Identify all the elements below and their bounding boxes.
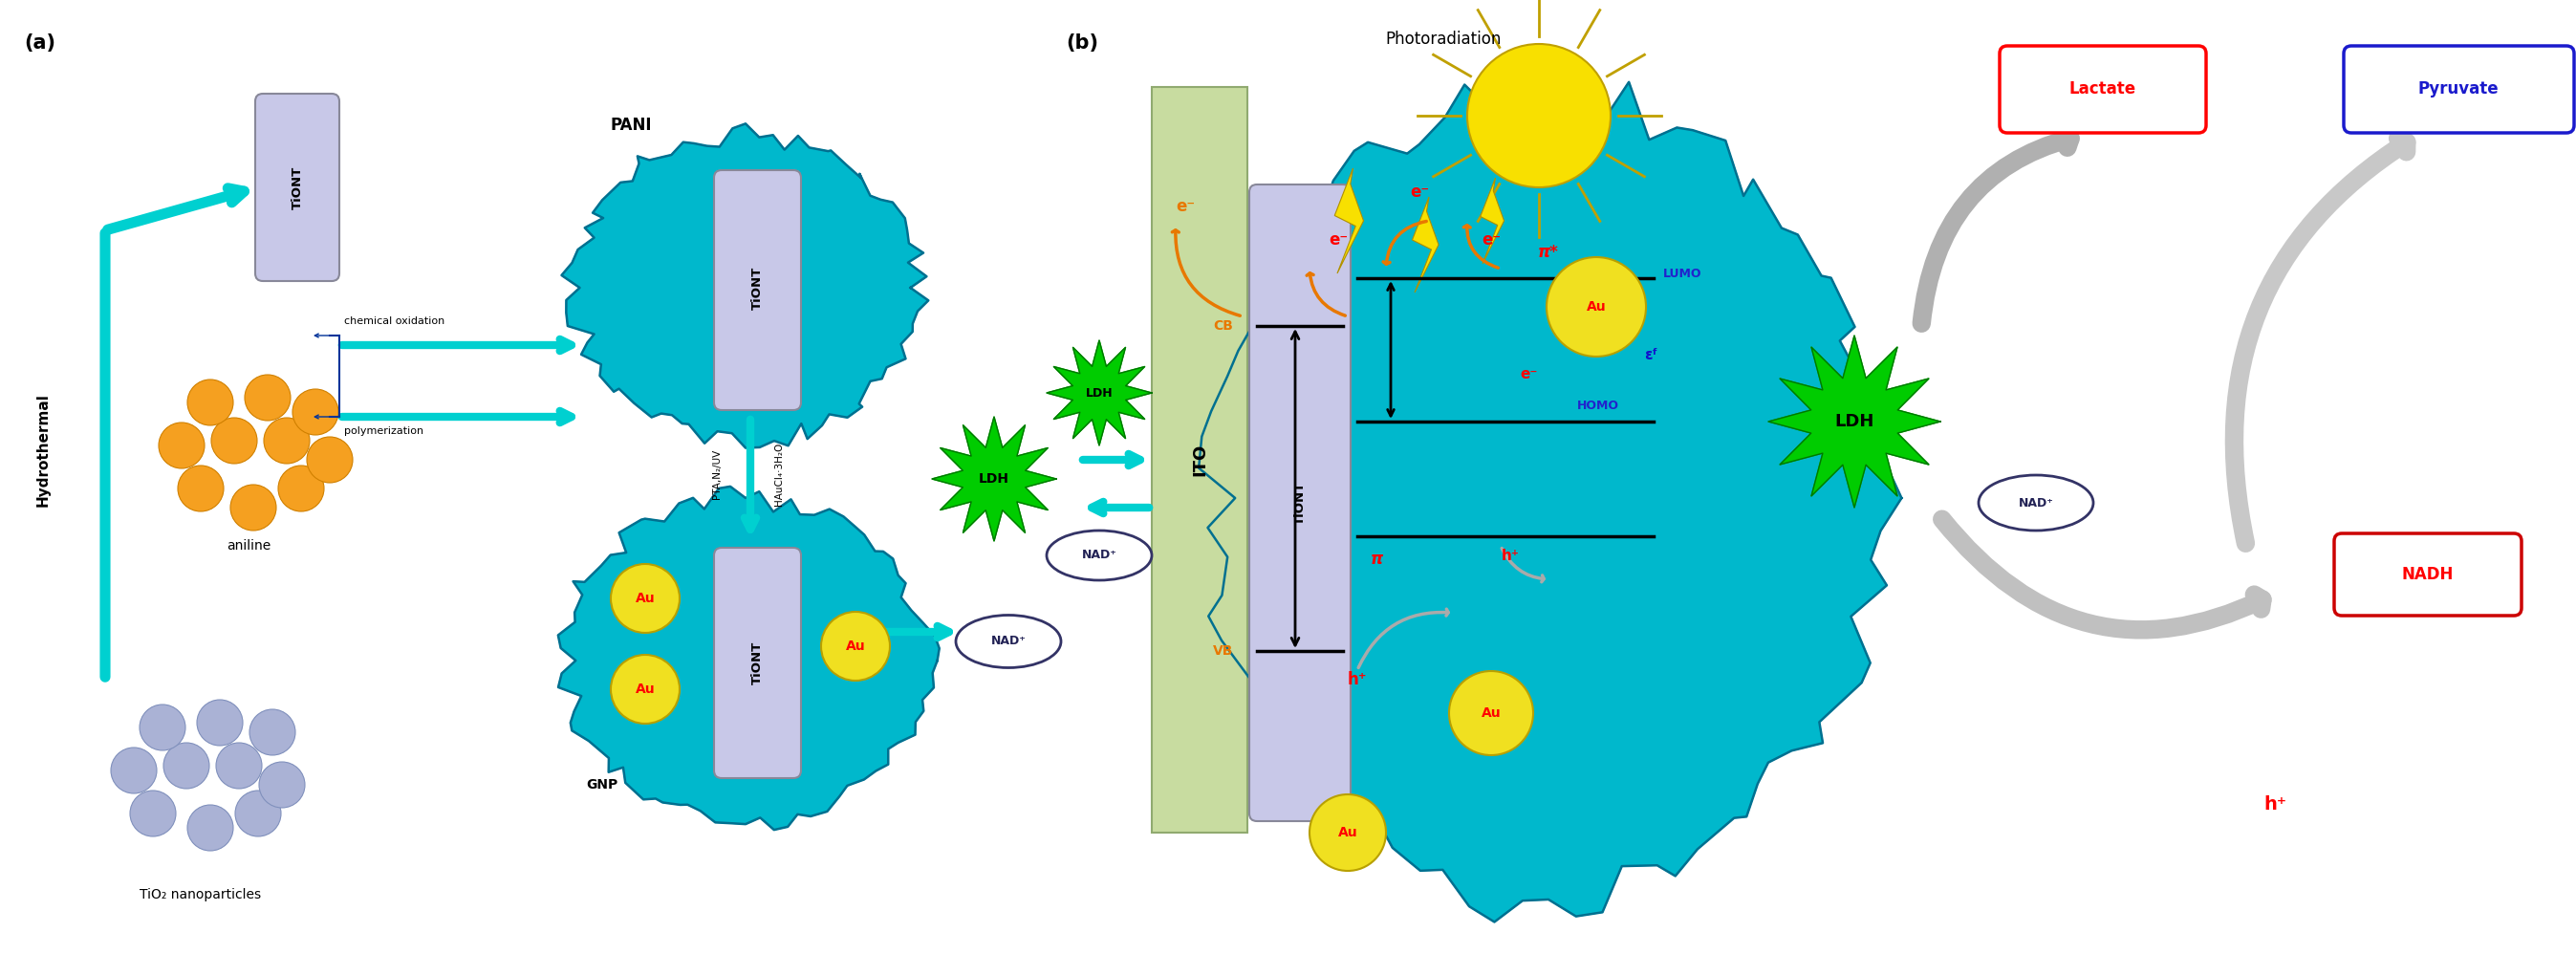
Text: GNP: GNP [587,778,618,792]
Text: PANI: PANI [611,116,652,134]
Circle shape [263,418,309,464]
Text: polymerization: polymerization [345,427,422,436]
FancyBboxPatch shape [2344,46,2573,133]
Text: Au: Au [636,591,654,605]
Text: e⁻: e⁻ [1329,231,1347,249]
Polygon shape [1046,341,1151,445]
Text: Au: Au [1481,707,1502,720]
Circle shape [178,466,224,511]
Polygon shape [562,124,927,448]
Text: NAD⁺: NAD⁺ [2020,497,2053,509]
Text: Au: Au [1587,301,1605,313]
Circle shape [216,743,263,789]
Text: CB: CB [1213,319,1234,333]
Text: Au: Au [636,682,654,696]
FancyBboxPatch shape [2334,534,2522,616]
Text: Hydrothermal: Hydrothermal [36,393,49,508]
Text: e⁻: e⁻ [1409,183,1430,201]
Text: NADH: NADH [2401,566,2455,583]
Circle shape [111,748,157,793]
Polygon shape [1412,197,1437,293]
Text: PTA,N₂/UV: PTA,N₂/UV [711,449,721,499]
Text: (b): (b) [1066,33,1097,53]
Circle shape [139,705,185,751]
Circle shape [822,612,889,680]
Circle shape [1546,257,1646,356]
Text: LUMO: LUMO [1664,267,1703,279]
Text: π*: π* [1538,244,1558,261]
Text: LDH: LDH [1084,386,1113,399]
Text: TiONT: TiONT [752,266,762,309]
Circle shape [307,437,353,483]
Circle shape [1468,44,1610,187]
Circle shape [196,700,242,746]
FancyBboxPatch shape [714,170,801,410]
Text: e⁻: e⁻ [1520,367,1538,382]
Text: TiONT: TiONT [1293,481,1306,524]
Polygon shape [1198,78,1901,922]
Circle shape [211,418,258,464]
Polygon shape [1334,168,1363,273]
Bar [1151,87,1247,833]
Text: e⁻: e⁻ [1175,198,1195,215]
Text: Photoradiation: Photoradiation [1386,30,1502,48]
Circle shape [160,423,204,468]
Circle shape [611,564,680,632]
FancyBboxPatch shape [1999,46,2205,133]
Ellipse shape [1978,475,2094,531]
Circle shape [278,466,325,511]
Text: π: π [1370,550,1383,568]
Circle shape [188,380,234,426]
Polygon shape [1767,336,1940,508]
Text: HOMO: HOMO [1577,399,1620,412]
Text: VB: VB [1213,644,1234,658]
Circle shape [129,791,175,836]
Text: NAD⁺: NAD⁺ [992,635,1025,648]
Ellipse shape [956,615,1061,668]
Text: TiONT: TiONT [752,641,762,684]
Circle shape [1309,794,1386,871]
Text: ITO: ITO [1190,443,1208,476]
FancyBboxPatch shape [1249,184,1350,821]
Circle shape [250,710,296,755]
Circle shape [245,375,291,421]
Text: Lactate: Lactate [2069,80,2136,98]
Ellipse shape [1046,531,1151,581]
Text: LDH: LDH [1834,413,1875,430]
Text: h⁺: h⁺ [1347,671,1368,688]
Text: TiO₂ nanoparticles: TiO₂ nanoparticles [139,888,263,902]
Text: Au: Au [1337,826,1358,839]
Polygon shape [933,417,1056,541]
Text: Au: Au [845,639,866,653]
Text: TiONT: TiONT [291,166,304,209]
Circle shape [188,805,234,851]
Polygon shape [1481,178,1504,264]
Circle shape [229,485,276,531]
Text: (a): (a) [23,33,57,53]
Text: aniline: aniline [227,539,270,552]
Circle shape [1450,671,1533,755]
Text: e⁻: e⁻ [1481,231,1502,249]
FancyBboxPatch shape [255,94,340,281]
Circle shape [611,655,680,723]
FancyBboxPatch shape [714,548,801,778]
Polygon shape [559,486,940,830]
Text: chemical oxidation: chemical oxidation [345,316,446,326]
Text: LDH: LDH [979,472,1010,486]
Circle shape [162,743,209,789]
Text: h⁺: h⁺ [1502,549,1520,563]
Circle shape [294,389,337,435]
Text: εᶠ: εᶠ [1643,347,1659,362]
Text: Pyruvate: Pyruvate [2419,80,2499,98]
Circle shape [234,791,281,836]
Text: HAuCl₄·3H₂O: HAuCl₄·3H₂O [775,442,783,506]
Circle shape [260,762,304,808]
Text: h⁺: h⁺ [2264,794,2287,813]
Text: NAD⁺: NAD⁺ [1082,549,1118,561]
